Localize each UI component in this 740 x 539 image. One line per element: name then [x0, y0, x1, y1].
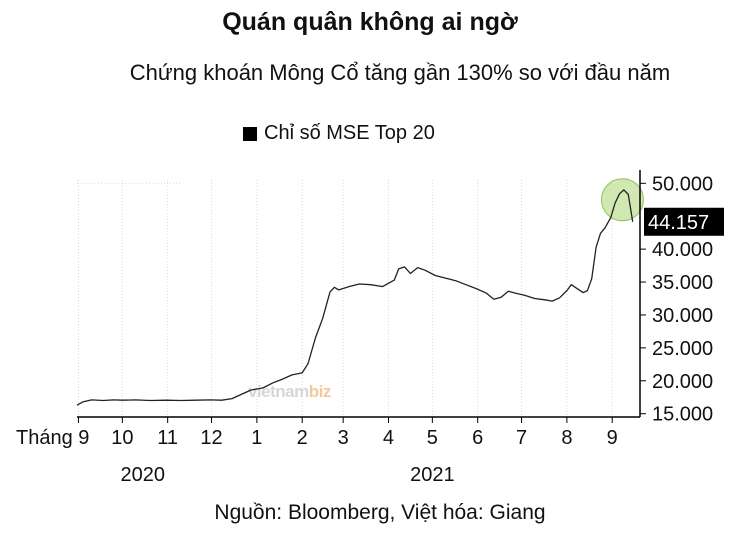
watermark-text-main: vietnam [248, 382, 309, 401]
year-label: 2020 [121, 464, 166, 486]
source-note: Nguồn: Bloomberg, Việt hóa: Giang [214, 501, 546, 524]
x-tick-label: 3 [338, 427, 349, 449]
line-layer [76, 189, 634, 406]
y-tick-label: 35.000 [652, 272, 713, 294]
last-value-badge [644, 207, 724, 236]
y-tick-label: 30.000 [652, 305, 713, 327]
year-label: 2021 [410, 464, 455, 486]
x-tick-label: 11 [157, 427, 178, 449]
last-value-label: 44.157 [648, 212, 709, 234]
y-tick-label: 25.000 [652, 338, 713, 360]
watermark-logo: vietnambiz [248, 382, 331, 402]
y-tick-label: 50.000 [652, 173, 713, 195]
legend: Chỉ số MSE Top 20 [243, 122, 435, 145]
x-tick-label: 12 [200, 427, 222, 449]
x-tick-label: 5 [427, 427, 438, 449]
peak-highlight-circle [600, 178, 644, 222]
x-tick-label: 6 [472, 427, 483, 449]
chart-title: Quán quân không ai ngờ [222, 8, 518, 36]
y-tick-label: 40.000 [652, 239, 713, 261]
y-tick-label: 20.000 [652, 371, 713, 393]
x-tick-label: 8 [561, 427, 572, 449]
series-line-mse-top20 [76, 189, 634, 406]
x-tick-label: 7 [516, 427, 527, 449]
x-tick-label: 1 [251, 427, 262, 449]
axis-layer [77, 170, 646, 423]
x-tick-label: 2 [297, 427, 308, 449]
legend-swatch [243, 126, 257, 141]
watermark-text-accent: biz [308, 382, 332, 401]
y-tick-label: 15.000 [652, 404, 713, 426]
x-tick-label: Tháng 9 [16, 427, 89, 449]
grid-layer [77, 180, 613, 417]
x-tick-label: 10 [111, 427, 133, 449]
x-tick-label: 9 [607, 427, 618, 449]
x-tick-label: 4 [383, 427, 394, 449]
legend-label: Chỉ số MSE Top 20 [264, 122, 435, 144]
chart-subtitle: Chứng khoán Mông Cổ tăng gần 130% so với… [129, 60, 671, 85]
highlight-layer [600, 178, 644, 222]
